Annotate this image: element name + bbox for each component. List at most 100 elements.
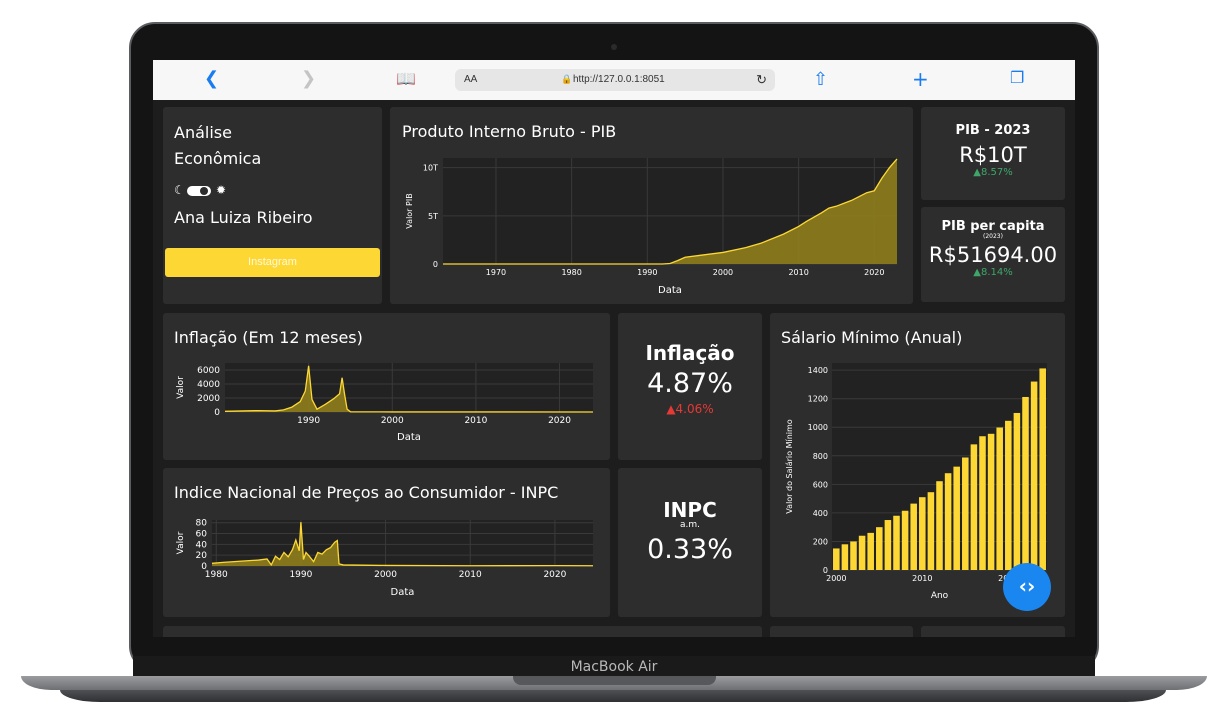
y-axis-label: Valor do Salário Mínimo — [785, 419, 794, 513]
forward-icon[interactable]: ❯ — [301, 68, 317, 89]
salario-chart: 0200400600800100012001400200020102020Ano… — [785, 363, 1047, 601]
laptop-base-edge — [60, 690, 1166, 702]
pib-kpi-card: PIB - 2023 R$10T ▲8.57% — [921, 107, 1065, 200]
bar — [953, 466, 960, 570]
y-tick-label: 60 — [196, 530, 208, 540]
x-tick-label: 2010 — [464, 416, 487, 426]
x-tick-label: 1990 — [297, 416, 320, 426]
author-name: Ana Luiza Ribeiro — [174, 208, 313, 227]
pib-per-capita-delta: ▲8.14% — [973, 267, 1013, 278]
inpc-kpi-subtitle: a.m. — [679, 520, 700, 530]
sun-icon: ✹ — [216, 183, 227, 197]
x-axis-label: Ano — [931, 591, 949, 601]
laptop-notch — [513, 676, 716, 685]
bar — [850, 541, 857, 570]
x-tick-label: 1970 — [486, 268, 506, 277]
x-tick-label: 2000 — [713, 268, 733, 277]
y-tick-label: 0 — [433, 260, 438, 269]
plot-area — [225, 363, 593, 412]
new-tab-icon[interactable]: + — [912, 67, 929, 91]
bar — [858, 535, 866, 570]
inflacao-kpi-card: Inflação 4.87% ▲4.06% — [618, 313, 762, 460]
pib-chart-title: Produto Interno Bruto - PIB — [402, 122, 617, 141]
bar — [910, 503, 917, 570]
inpc-chart-title: Indice Nacional de Preços ao Consumidor … — [174, 483, 559, 502]
pib-per-capita-value: R$51694.00 — [928, 243, 1058, 267]
y-tick-label: 5T — [428, 212, 438, 221]
inflacao-chart-card: Inflação (Em 12 meses) 0 2000 4000 6000 1990… — [163, 313, 610, 460]
x-tick-label: 1980 — [561, 268, 581, 277]
moon-icon: ☾ — [174, 183, 185, 197]
tabs-icon[interactable]: ❐ — [1010, 68, 1025, 87]
bar — [1030, 381, 1038, 570]
instagram-button[interactable]: Instagram — [165, 248, 380, 277]
y-tick-label: 1000 — [808, 423, 828, 432]
toggle-track[interactable] — [187, 186, 211, 196]
text-size-button[interactable]: AA — [464, 74, 478, 85]
y-tick-label: 1200 — [808, 395, 828, 404]
y-tick-label: 4000 — [197, 380, 220, 390]
x-tick-label: 1990 — [637, 268, 657, 277]
inflacao-kpi-delta: ▲4.06% — [666, 402, 714, 416]
theme-toggle[interactable]: ☾ ✹ — [174, 183, 234, 199]
bar — [962, 457, 969, 570]
bar — [936, 481, 943, 570]
bar — [919, 497, 926, 570]
y-tick-label: 1400 — [808, 366, 828, 375]
plot-area — [212, 520, 593, 566]
y-tick-label: 0 — [214, 408, 220, 418]
pib-kpi-value: R$10T — [959, 143, 1027, 167]
address-bar[interactable]: AA 🔒 http://127.0.0.1:8051 ↻ — [455, 69, 775, 91]
x-tick-label: 2020 — [543, 570, 566, 580]
inflacao-kpi-title: Inflação — [645, 341, 735, 365]
bar — [884, 520, 892, 570]
app-title-line1: Análise — [174, 123, 232, 142]
bar — [927, 492, 935, 570]
code-toggle-button[interactable]: ‹› — [1003, 563, 1051, 611]
x-tick-label: 2000 — [374, 570, 397, 580]
bar — [1013, 412, 1021, 570]
next-row-card-2 — [770, 626, 913, 637]
y-axis-label: Valor — [176, 531, 186, 554]
series-area — [443, 158, 897, 264]
screen: ❮ ❯ 📖 AA 🔒 http://127.0.0.1:8051 ↻ ⇧ + ❐… — [153, 60, 1075, 637]
y-tick-label: 20 — [196, 551, 208, 561]
bar — [979, 436, 986, 570]
share-icon[interactable]: ⇧ — [813, 69, 829, 90]
x-tick-label: 2010 — [788, 268, 808, 277]
bar — [841, 544, 849, 570]
bar — [833, 548, 840, 570]
url-text[interactable]: http://127.0.0.1:8051 — [573, 74, 665, 85]
y-tick-label: 6000 — [197, 366, 220, 376]
back-icon[interactable]: ❮ — [204, 68, 220, 89]
x-tick-label: 1980 — [205, 570, 228, 580]
series-line — [211, 522, 594, 567]
bar — [867, 532, 874, 570]
pib-per-capita-title: PIB per capita — [941, 219, 1045, 234]
y-axis-label: Valor — [176, 376, 186, 399]
x-tick-label: 2000 — [381, 416, 404, 426]
bar — [1005, 420, 1012, 570]
x-tick-label: 2000 — [826, 574, 846, 583]
sidebar-card: Análise Econômica ☾ ✹ Ana Luiza Ribeiro … — [163, 107, 382, 304]
y-tick-label: 200 — [813, 537, 828, 546]
inpc-kpi-card: INPC a.m. 0.33% — [618, 468, 762, 617]
inpc-kpi-title: INPC — [663, 498, 717, 522]
bar — [987, 433, 995, 570]
salario-chart-card: Sálario Mínimo (Anual) 0 200 400 600 800 1000… — [770, 313, 1065, 617]
bookmarks-icon[interactable]: 📖 — [396, 69, 416, 88]
pib-kpi-title: PIB - 2023 — [955, 123, 1031, 138]
x-axis-label: Data — [658, 285, 682, 296]
bar — [1022, 396, 1029, 570]
pib-kpi-delta: ▲8.57% — [973, 167, 1013, 178]
browser-toolbar: ❮ ❯ 📖 AA 🔒 http://127.0.0.1:8051 ↻ ⇧ + ❐ — [153, 60, 1075, 101]
y-tick-label: 40 — [196, 540, 208, 550]
app-title-line2: Econômica — [174, 149, 262, 168]
y-axis-label: Valor PIB — [405, 193, 414, 228]
pib-chart-card: Produto Interno Bruto - PIB 0 5T 10T 1970 19… — [390, 107, 913, 304]
reload-icon[interactable]: ↻ — [756, 72, 767, 87]
bar — [893, 515, 900, 570]
x-axis-label: Data — [397, 432, 421, 443]
inpc-chart-card: Indice Nacional de Preços ao Consumidor … — [163, 468, 610, 617]
dashboard: Análise Econômica ☾ ✹ Ana Luiza Ribeiro … — [153, 100, 1075, 637]
